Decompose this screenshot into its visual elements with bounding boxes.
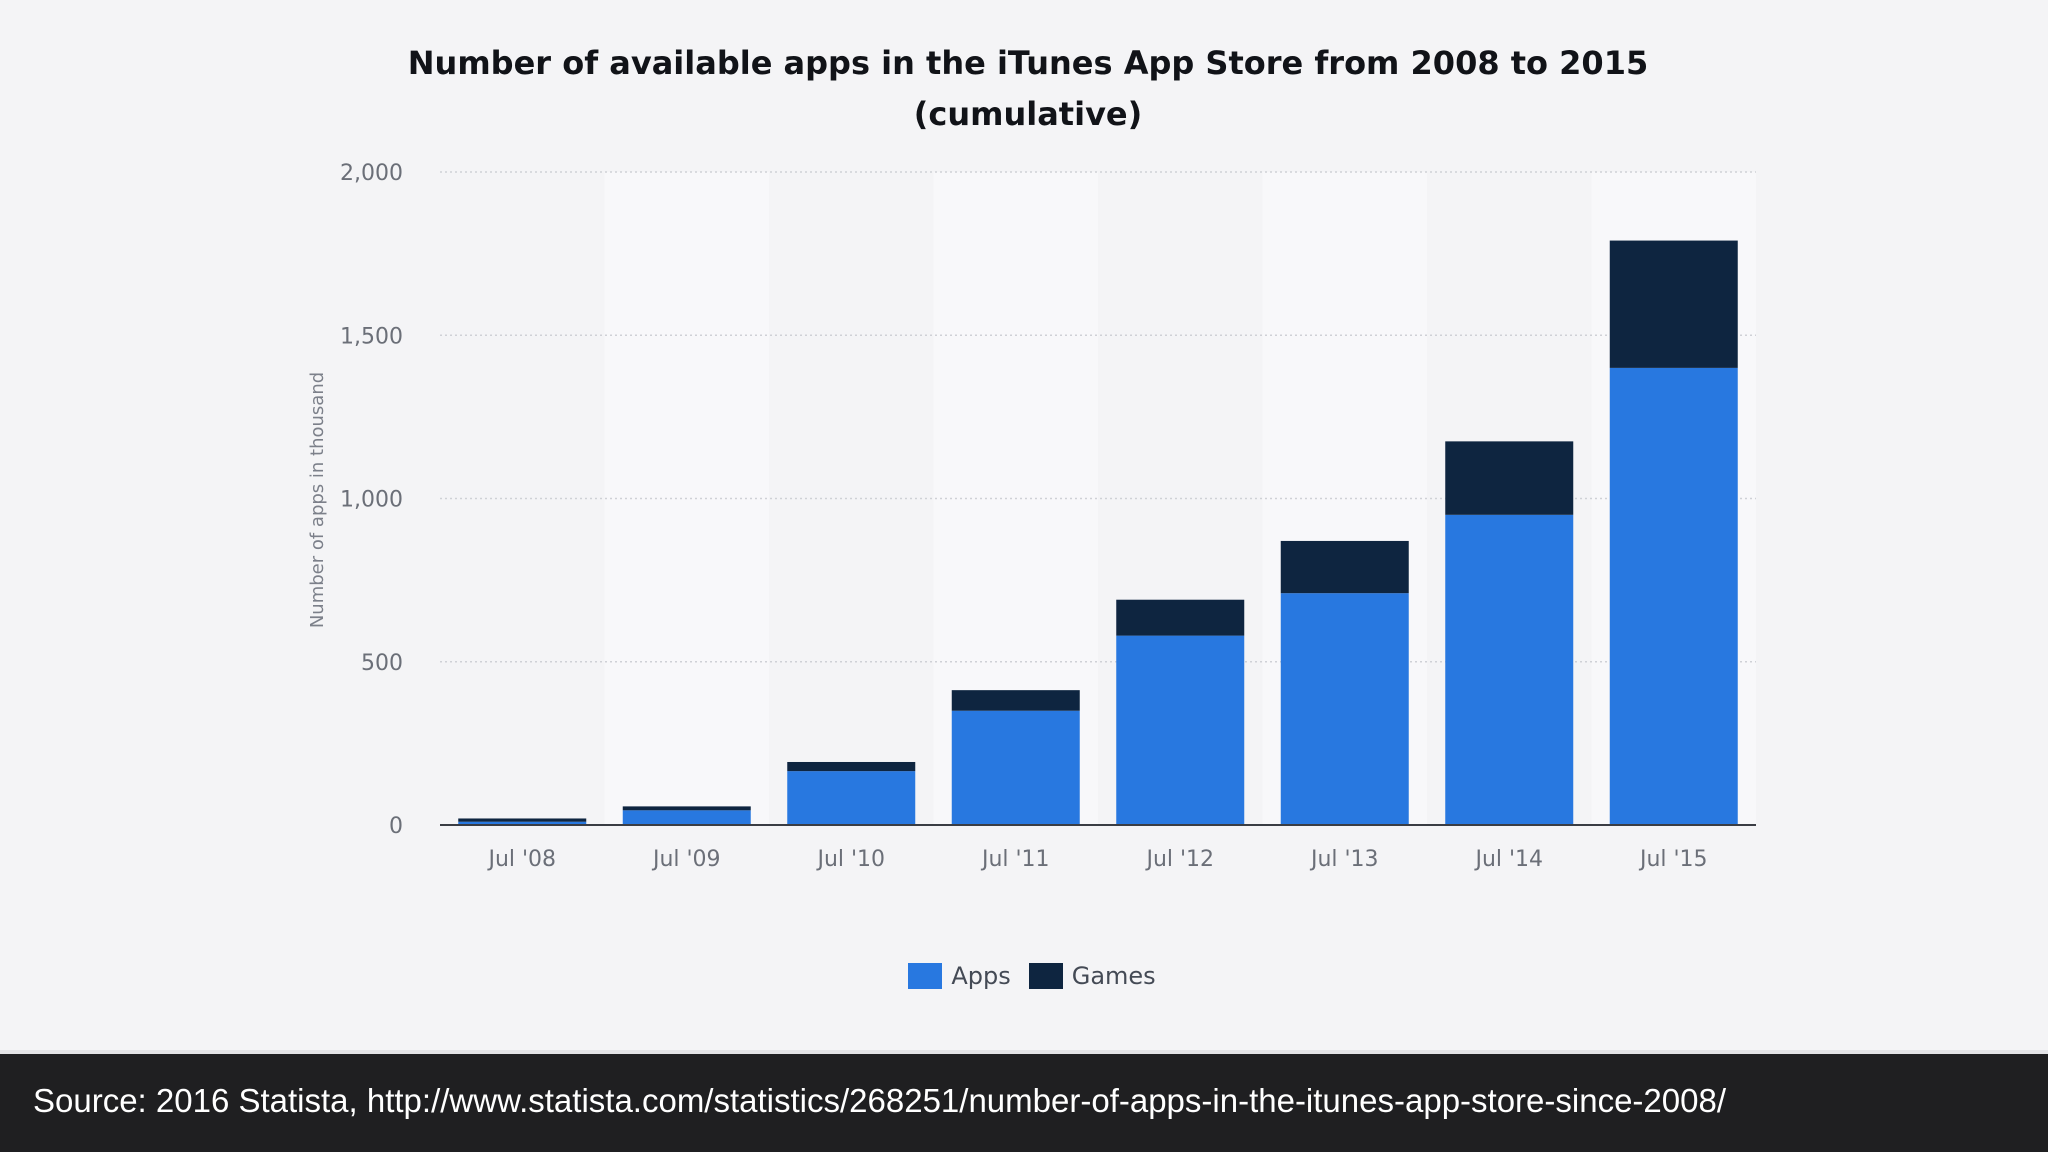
category-band <box>440 172 605 825</box>
x-tick-label: Jul '14 <box>1473 847 1543 872</box>
bar-games-1[interactable] <box>622 806 751 811</box>
y-axis-label: Number of apps in thousand <box>307 372 328 628</box>
x-tick-label: Jul '09 <box>651 847 721 872</box>
y-tick-label: 2,000 <box>340 161 403 186</box>
legend-swatch-apps <box>908 963 943 989</box>
bar-chart: 0 500 1,000 1,500 2,000 Jul '08 Jul '09 Jul '1… <box>307 161 1756 872</box>
source-text: Source: 2016 Statista, http://www.statis… <box>33 1082 1726 1119</box>
bar-games-0[interactable] <box>458 818 587 822</box>
bar-apps-2[interactable] <box>787 771 916 825</box>
x-tick-labels: Jul '08 Jul '09 Jul '10 Jul '11 Jul '12 Jul '… <box>486 847 1707 872</box>
bars <box>458 240 1738 825</box>
legend-label-apps: Apps <box>951 962 1011 990</box>
bar-apps-3[interactable] <box>951 710 1080 825</box>
bar-games-4[interactable] <box>1116 599 1245 636</box>
y-tick-labels: 0 500 1,000 1,500 2,000 <box>340 161 403 839</box>
x-tick-label: Jul '15 <box>1638 847 1708 872</box>
x-tick-label: Jul '12 <box>1144 847 1214 872</box>
bar-games-3[interactable] <box>951 690 1080 711</box>
legend-swatch-games <box>1028 963 1063 989</box>
legend-label-games: Games <box>1071 962 1156 990</box>
bar-apps-7[interactable] <box>1609 367 1738 825</box>
bar-games-7[interactable] <box>1609 240 1738 368</box>
source-footer: Source: 2016 Statista, http://www.statis… <box>0 1050 2048 1152</box>
chart-title-line-2: (cumulative) <box>913 95 1143 133</box>
legend: Apps Games <box>0 962 2048 990</box>
y-tick-label: 1,500 <box>340 324 403 349</box>
y-tick-label: 500 <box>361 651 403 676</box>
bar-games-5[interactable] <box>1280 540 1409 594</box>
x-tick-label: Jul '10 <box>815 847 885 872</box>
chart-title-line-1: Number of available apps in the iTunes A… <box>407 44 1649 82</box>
x-tick-label: Jul '08 <box>486 847 556 872</box>
bar-apps-4[interactable] <box>1116 635 1245 825</box>
bar-apps-0[interactable] <box>458 821 587 825</box>
y-tick-label: 0 <box>389 814 403 839</box>
legend-item-games[interactable]: Games <box>1028 962 1156 990</box>
chart-title: Number of available apps in the iTunes A… <box>0 38 2048 140</box>
y-tick-label: 1,000 <box>340 488 403 513</box>
bar-apps-1[interactable] <box>622 810 751 825</box>
bar-apps-6[interactable] <box>1445 514 1574 825</box>
bar-games-6[interactable] <box>1445 441 1574 515</box>
x-tick-label: Jul '11 <box>980 847 1050 872</box>
bar-apps-5[interactable] <box>1280 593 1409 825</box>
bar-games-2[interactable] <box>787 761 916 772</box>
legend-item-apps[interactable]: Apps <box>908 962 1011 990</box>
x-tick-label: Jul '13 <box>1309 847 1379 872</box>
